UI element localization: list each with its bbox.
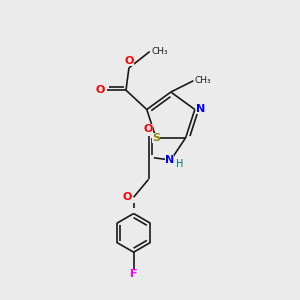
Text: H: H: [176, 160, 183, 170]
Text: O: O: [95, 85, 105, 95]
Text: S: S: [152, 133, 160, 143]
Text: CH₃: CH₃: [152, 47, 169, 56]
Text: N: N: [196, 104, 205, 115]
Text: O: O: [122, 192, 132, 202]
Text: CH₃: CH₃: [194, 76, 211, 85]
Text: O: O: [124, 56, 134, 66]
Text: N: N: [165, 155, 174, 165]
Text: F: F: [130, 268, 137, 279]
Text: O: O: [144, 124, 153, 134]
